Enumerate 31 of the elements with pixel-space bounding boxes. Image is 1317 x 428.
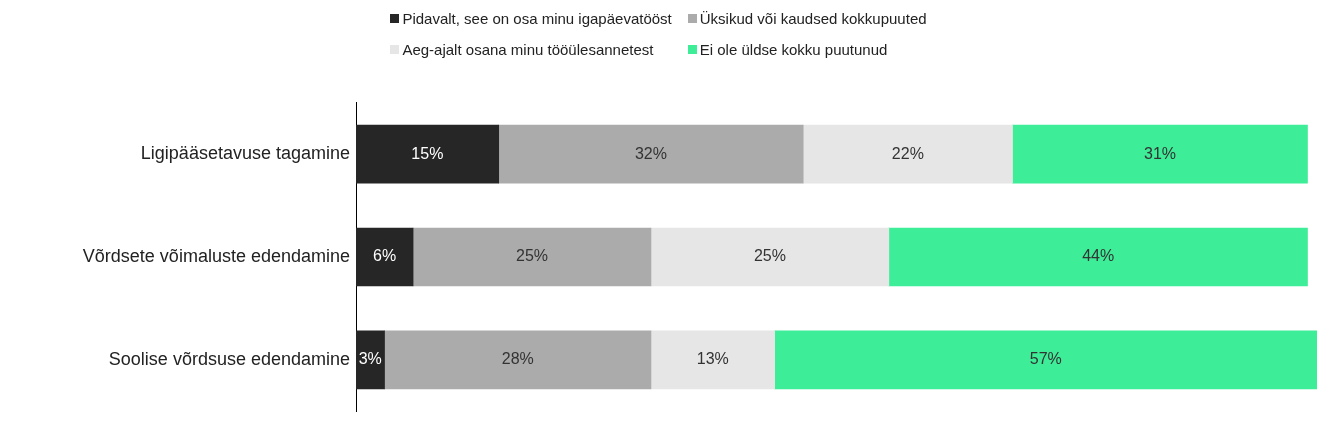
bar <box>412 227 652 287</box>
bar <box>356 330 385 390</box>
bar <box>650 330 775 390</box>
data-label: 6% <box>372 247 397 265</box>
data-label: 25% <box>753 247 786 265</box>
data-label: 15% <box>411 144 444 162</box>
legend-label: Ei ole üldse kokku puutunud <box>699 41 888 58</box>
bar <box>356 227 414 287</box>
data-label: 57% <box>1029 350 1062 368</box>
data-label: 25% <box>516 247 549 265</box>
legend-label: Pidavalt, see on osa minu igapäevatööst <box>402 10 672 27</box>
bar <box>384 330 652 390</box>
legend-label: Üksikud või kaudsed kokkupuuted <box>699 10 927 27</box>
bar <box>498 124 804 184</box>
legend-label: Aeg-ajalt osana minu tööülesannetest <box>402 41 654 58</box>
data-label: 22% <box>891 144 924 162</box>
data-label: 32% <box>634 144 667 162</box>
y-tick-label: Soolise võrdsuse edendamine <box>108 348 350 369</box>
data-label: 44% <box>1082 247 1115 265</box>
data-label: 28% <box>501 350 534 368</box>
y-tick-label: Võrdsete võimaluste edendamine <box>82 245 350 266</box>
bar <box>650 227 890 287</box>
data-label: 31% <box>1143 144 1177 162</box>
bar <box>356 124 500 184</box>
bar <box>1012 124 1308 184</box>
bar <box>888 227 1308 287</box>
data-label: 3% <box>358 350 382 368</box>
bar <box>802 124 1013 184</box>
data-label: 13% <box>696 350 729 368</box>
bar <box>774 330 1317 390</box>
y-tick-label: Ligipääsetavuse tagamine <box>140 143 350 164</box>
